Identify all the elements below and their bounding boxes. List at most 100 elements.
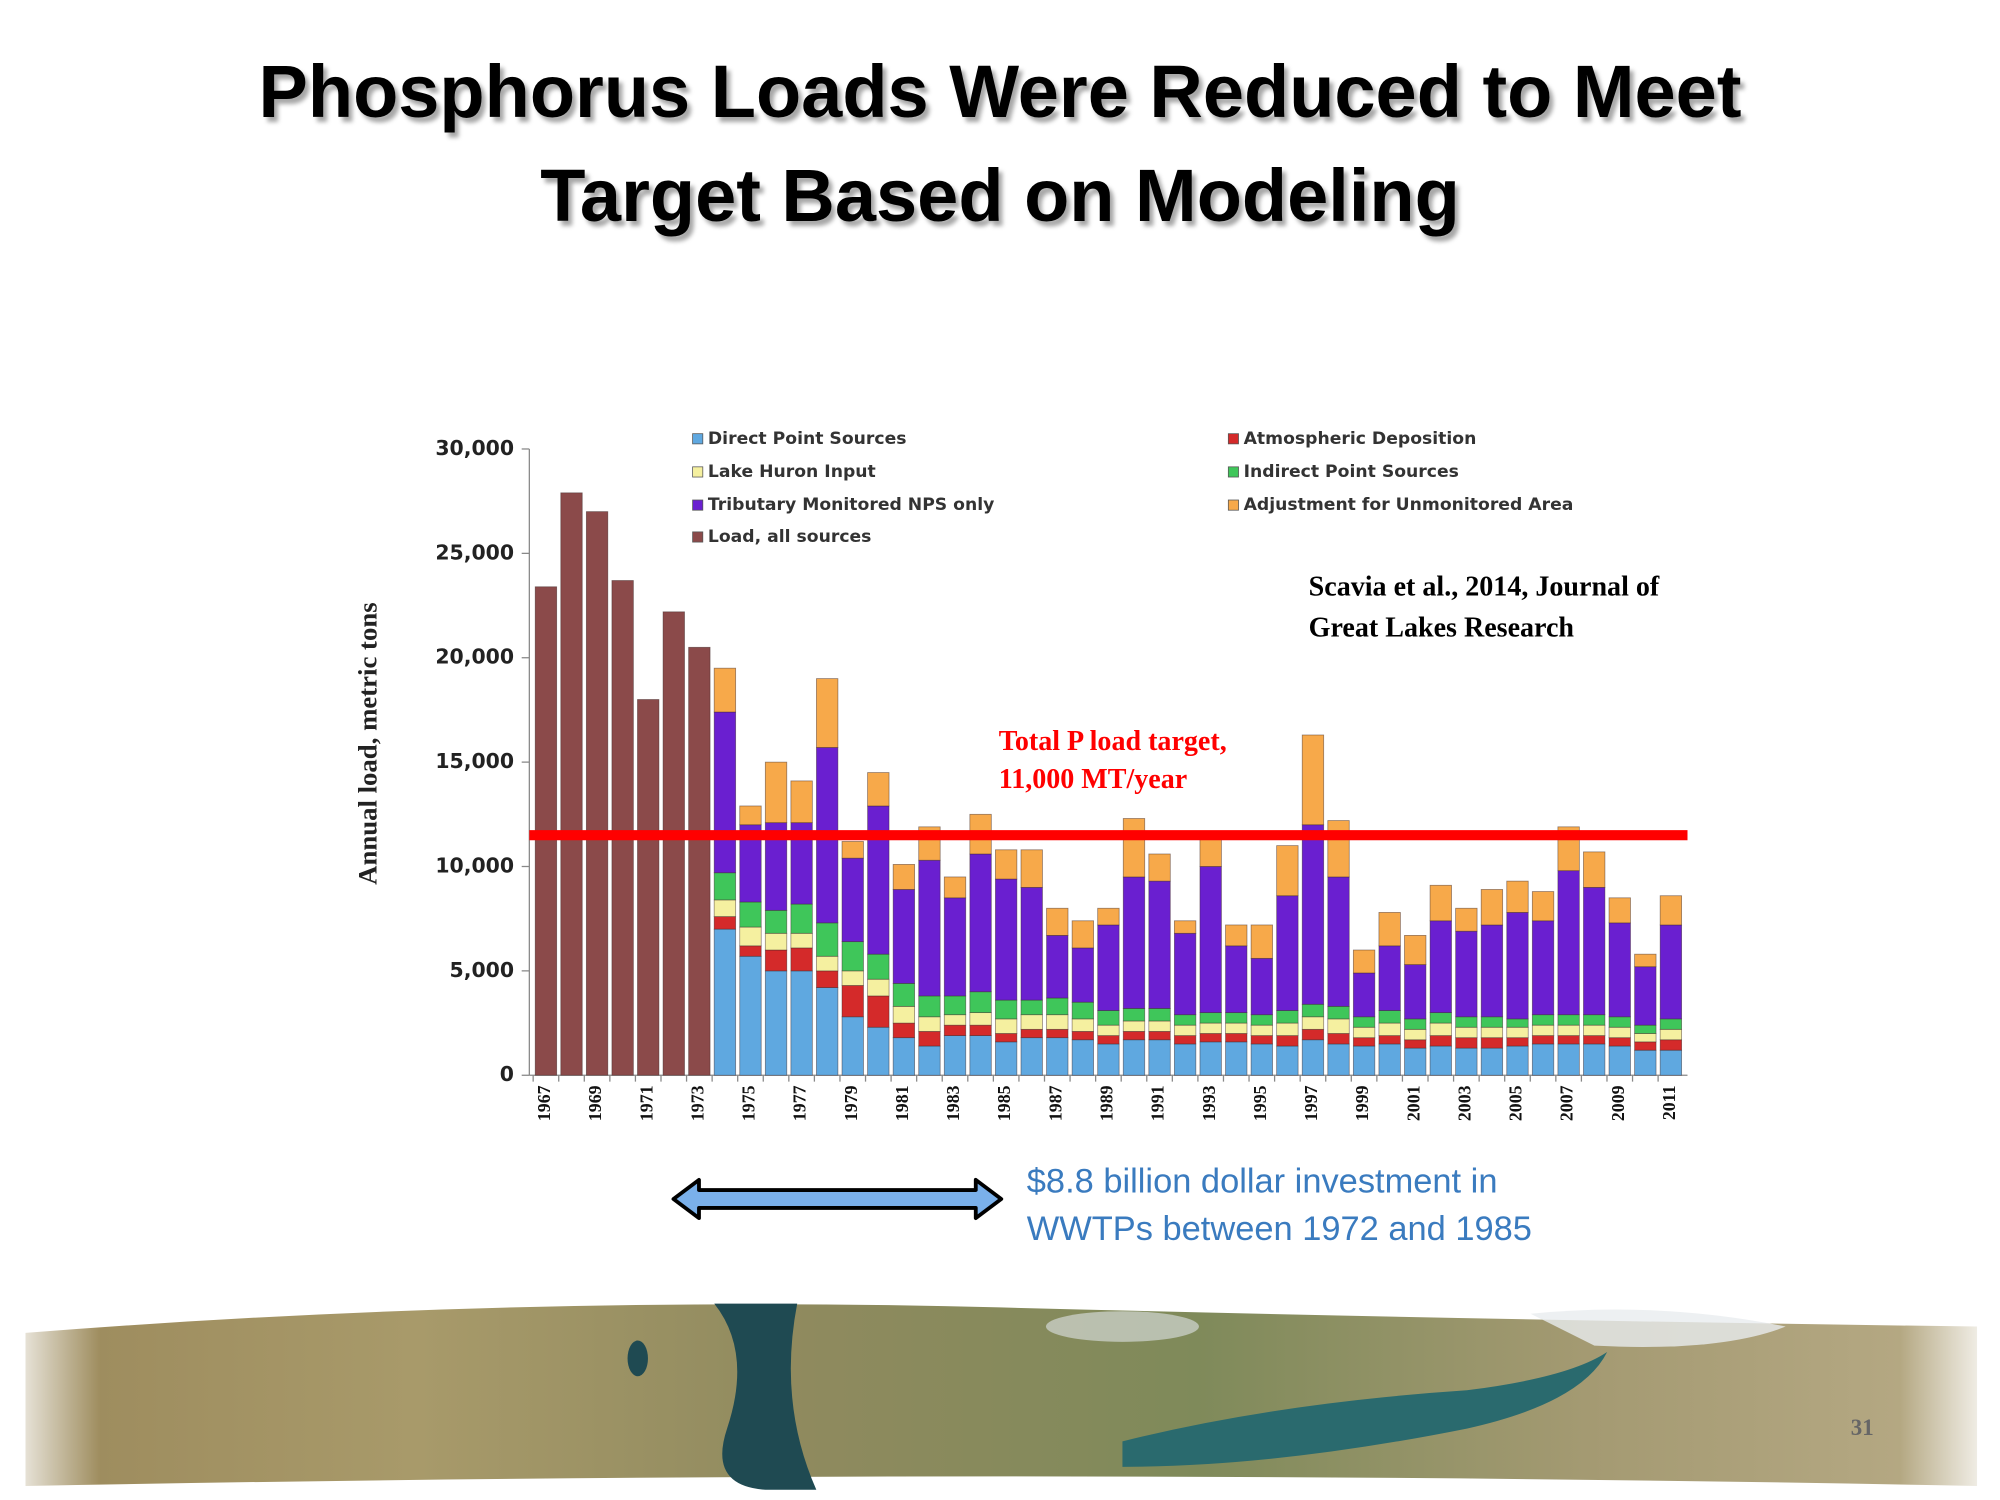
bar-segment bbox=[790, 903, 813, 934]
legend-label: Atmospheric Deposition bbox=[1244, 429, 1477, 449]
bar-segment bbox=[1327, 1043, 1350, 1076]
bar-segment bbox=[1020, 1028, 1043, 1039]
x-tick-label: 2009 bbox=[1608, 1085, 1628, 1121]
bar-segment bbox=[1301, 824, 1325, 1005]
bar-segment bbox=[1020, 849, 1043, 888]
legend-label: Load, all sources bbox=[708, 527, 872, 547]
bar-segment bbox=[1531, 1035, 1555, 1045]
bar-segment bbox=[1020, 1014, 1043, 1030]
bar-segment bbox=[943, 897, 967, 997]
bar-segment bbox=[1506, 1026, 1529, 1039]
bar-segment bbox=[1583, 1014, 1606, 1026]
bar-segment bbox=[1506, 1045, 1529, 1076]
bar-segment bbox=[841, 941, 864, 972]
bar-segment bbox=[1404, 935, 1427, 965]
bar-segment bbox=[1225, 924, 1248, 947]
bar-segment bbox=[1557, 1024, 1580, 1036]
bar-segment bbox=[1659, 1028, 1683, 1041]
bar-segment bbox=[1634, 1041, 1657, 1051]
bar-segment bbox=[918, 1016, 941, 1032]
bar-segment bbox=[611, 580, 634, 1076]
bar-segment bbox=[1378, 1022, 1401, 1036]
bar-segment bbox=[1276, 845, 1299, 897]
map-banner bbox=[25, 1303, 1978, 1490]
bar-segment bbox=[1020, 886, 1043, 1001]
bar-segment bbox=[1608, 922, 1631, 1018]
bar-segment bbox=[1480, 889, 1504, 926]
bar-segment bbox=[995, 849, 1018, 880]
bar-segment bbox=[1583, 886, 1606, 1016]
bar-segment bbox=[969, 1012, 992, 1026]
bar-segment bbox=[1327, 876, 1350, 1007]
x-tick-label: 1973 bbox=[687, 1085, 707, 1121]
y-tick-label: 15,000 bbox=[435, 749, 514, 773]
bar-segment bbox=[1506, 1018, 1529, 1028]
bar-segment bbox=[969, 853, 992, 993]
bar-segment bbox=[1557, 1014, 1580, 1026]
bar-segment bbox=[1531, 1024, 1555, 1036]
bar-segment bbox=[1199, 1041, 1222, 1076]
bar-segment bbox=[1148, 1020, 1171, 1032]
investment-note: $8.8 billion dollar investment in bbox=[1027, 1163, 1498, 1201]
bar-segment bbox=[1659, 1049, 1683, 1076]
bar-segment bbox=[1404, 1028, 1427, 1041]
bar-segment bbox=[1148, 1008, 1171, 1022]
x-tick-label: 1999 bbox=[1352, 1085, 1372, 1121]
bar-segment bbox=[1199, 836, 1222, 867]
bar-segment bbox=[1122, 1020, 1146, 1032]
x-tick-label: 1971 bbox=[636, 1085, 656, 1121]
double-arrow bbox=[671, 1177, 1004, 1221]
bar-segment bbox=[1429, 1012, 1452, 1024]
bar-segment bbox=[1608, 897, 1631, 924]
bar-segment bbox=[713, 916, 737, 930]
x-tick-label: 1997 bbox=[1301, 1085, 1321, 1121]
bar-segment bbox=[764, 949, 788, 972]
bar-segment bbox=[1122, 1031, 1146, 1041]
bar-segment bbox=[1148, 1039, 1171, 1076]
bar-segment bbox=[1404, 1047, 1427, 1076]
bar-segment bbox=[560, 492, 583, 1076]
bar-segment bbox=[1455, 930, 1478, 1018]
bar-segment bbox=[1199, 1022, 1222, 1034]
bar-segment bbox=[1173, 1014, 1197, 1026]
bar-segment bbox=[918, 859, 941, 997]
bar-segment bbox=[739, 945, 762, 957]
bar-segment bbox=[1608, 1016, 1631, 1028]
bar-segment bbox=[943, 876, 967, 899]
bar-segment bbox=[1352, 1045, 1376, 1076]
bar-segment bbox=[1046, 1037, 1069, 1076]
bar-segment bbox=[1480, 1037, 1504, 1049]
legend-label: Tributary Monitored NPS only bbox=[708, 495, 994, 515]
bar-segment bbox=[764, 970, 788, 1076]
x-tick-label: 1981 bbox=[892, 1085, 912, 1121]
bar-segment bbox=[1097, 1024, 1120, 1036]
bar-segment bbox=[969, 1035, 992, 1076]
bar-segment bbox=[867, 1026, 890, 1076]
x-tick-label: 1977 bbox=[790, 1085, 810, 1121]
bar-segment bbox=[1122, 818, 1146, 878]
bar-segment bbox=[1327, 1005, 1350, 1020]
bar-segment bbox=[1583, 851, 1606, 888]
bar-segment bbox=[1352, 1037, 1376, 1047]
bar-segment bbox=[1404, 1039, 1427, 1049]
bar-segment bbox=[816, 678, 839, 748]
bar-segment bbox=[1352, 949, 1376, 974]
citation: Scavia et al., 2014, Journal of bbox=[1309, 572, 1660, 603]
x-tick-label: 1983 bbox=[943, 1085, 963, 1121]
bar-segment bbox=[1046, 907, 1069, 936]
bar-segment bbox=[1506, 1037, 1529, 1047]
bar-segment bbox=[1122, 1039, 1146, 1076]
bar-segment bbox=[1531, 1043, 1555, 1076]
bar-segment bbox=[1455, 907, 1478, 932]
citation: Great Lakes Research bbox=[1309, 612, 1575, 643]
bar-segment bbox=[918, 1031, 941, 1047]
bar-segment bbox=[1352, 1026, 1376, 1039]
bar-segment bbox=[1378, 945, 1401, 1011]
bar-segment bbox=[1659, 1018, 1683, 1030]
bar-segment bbox=[1327, 1033, 1350, 1045]
legend-swatch bbox=[1227, 499, 1239, 511]
bar-segment bbox=[1173, 1024, 1197, 1036]
bar-segment bbox=[713, 667, 737, 713]
bar-segment bbox=[1583, 1035, 1606, 1045]
bar-segment bbox=[1173, 1043, 1197, 1076]
